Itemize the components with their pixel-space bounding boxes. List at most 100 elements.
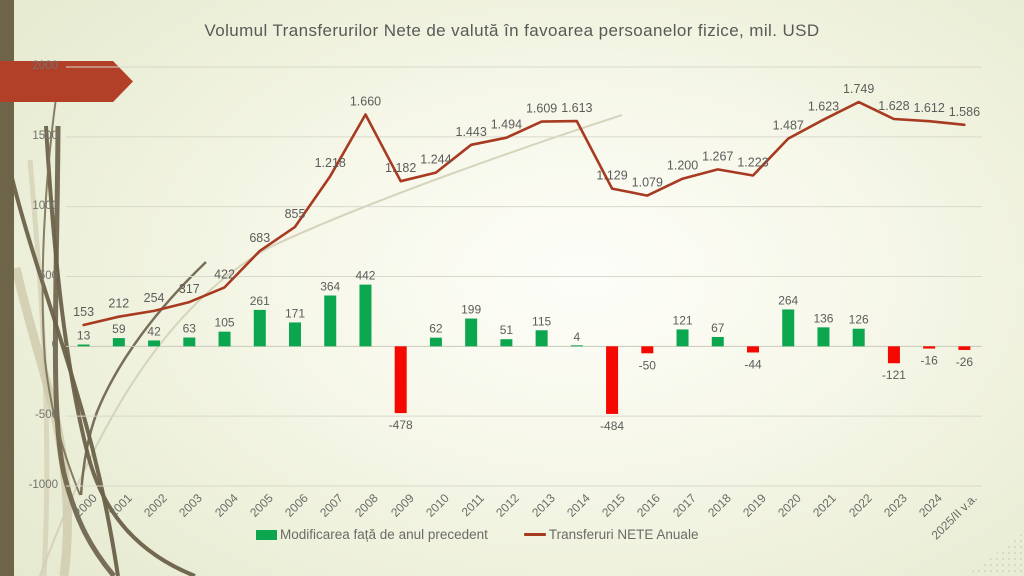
line-label-2018: 1.267 xyxy=(702,149,733,163)
bar-2004 xyxy=(218,331,231,347)
bar-2002 xyxy=(148,340,161,347)
line-label-2024: 1.612 xyxy=(914,101,945,115)
bar-2022 xyxy=(852,328,865,347)
bar-label-2003: 63 xyxy=(183,322,197,336)
bar-label-2008: 442 xyxy=(355,269,375,283)
bar-2001 xyxy=(112,338,125,347)
y-axis-tick-label: -1000 xyxy=(28,479,58,491)
bar-2011 xyxy=(465,318,478,347)
bar-label-2024: -16 xyxy=(920,354,938,368)
line-label-2014: 1.613 xyxy=(561,101,592,115)
legend-label-bars: Modificarea față de anul precedent xyxy=(280,527,488,542)
bar-label-2016: -50 xyxy=(639,358,657,372)
chart-title: Volumul Transferurilor Nete de valută în… xyxy=(204,21,820,40)
bar-2006 xyxy=(289,322,301,347)
bar-2005 xyxy=(253,309,266,347)
y-axis-tick-label: 1500 xyxy=(32,129,58,142)
line-label-2010: 1.244 xyxy=(420,153,451,167)
bar-label-2007: 364 xyxy=(320,279,340,293)
bar-label-2010: 62 xyxy=(429,322,443,336)
bar-2025/II v.a. xyxy=(958,346,971,350)
bar-label-2012: 51 xyxy=(500,323,514,337)
line-label-2023: 1.628 xyxy=(878,99,909,113)
bar-2013 xyxy=(535,330,548,347)
bar-label-2014: 4 xyxy=(574,330,581,344)
bar-label-2000: 13 xyxy=(77,329,91,343)
y-axis-tick-label: 0 xyxy=(51,339,58,352)
bar-2019 xyxy=(747,346,759,353)
bar-2008 xyxy=(359,284,372,347)
line-label-2002: 254 xyxy=(144,291,165,305)
line-label-2006: 855 xyxy=(285,207,306,221)
line-label-2008: 1.660 xyxy=(350,94,381,108)
line-label-2015: 1.129 xyxy=(596,169,627,183)
line-label-2022: 1.749 xyxy=(843,82,874,96)
line-label-2017: 1.200 xyxy=(667,159,698,173)
bar-label-2018: 67 xyxy=(711,321,725,335)
bar-2024 xyxy=(923,346,936,349)
line-label-2000: 153 xyxy=(73,305,94,319)
line-label-2004: 422 xyxy=(214,267,235,281)
line-label-2012: 1.494 xyxy=(491,118,522,132)
legend-label-line: Transferuri NETE Anuale xyxy=(548,527,699,542)
line-label-2001: 212 xyxy=(108,297,129,311)
bar-label-2001: 59 xyxy=(112,322,126,336)
bar-label-2009: -478 xyxy=(389,418,413,432)
bar-2017 xyxy=(676,329,689,347)
bar-2003 xyxy=(183,337,196,347)
bar-label-2022: 126 xyxy=(849,313,869,327)
bar-label-2005: 261 xyxy=(250,294,270,308)
y-axis-tick-label: -500 xyxy=(34,409,58,422)
legend-swatch-bar-icon xyxy=(256,529,277,540)
bar-label-2015: -484 xyxy=(600,419,624,433)
line-label-2011: 1.443 xyxy=(456,125,487,139)
y-axis-tick-label: 500 xyxy=(38,269,58,282)
bar-label-2006: 171 xyxy=(285,306,305,320)
legend-swatch-line-icon xyxy=(523,533,546,536)
bar-2010 xyxy=(429,337,442,347)
bar-2023 xyxy=(887,346,900,364)
bar-2009 xyxy=(394,346,407,414)
bar-label-2021: 136 xyxy=(813,311,833,325)
bar-2007 xyxy=(324,295,337,347)
line-label-2013: 1.609 xyxy=(526,102,557,116)
bar-label-2013: 115 xyxy=(532,314,551,328)
line-label-2005: 683 xyxy=(249,231,270,245)
bar-2014 xyxy=(570,345,583,347)
bar-2021 xyxy=(817,327,830,347)
legend-item-bars: Modificarea față de anul precedent xyxy=(256,527,488,542)
line-label-2019: 1.223 xyxy=(737,156,768,170)
chart-legend: Modificarea față de anul precedent Trans… xyxy=(256,527,698,542)
bar-label-2025/II v.a.: -26 xyxy=(956,355,974,369)
bar-label-2020: 264 xyxy=(778,293,798,307)
bar-2020 xyxy=(782,309,795,347)
line-label-2003: 317 xyxy=(179,282,200,296)
line-label-2020: 1.487 xyxy=(773,119,804,133)
bar-label-2023: -121 xyxy=(882,368,906,382)
line-label-2016: 1.079 xyxy=(632,176,663,190)
red-arrow-banner xyxy=(0,61,133,102)
bar-2015 xyxy=(606,346,619,414)
bar-2016 xyxy=(641,346,654,354)
legend-item-line: Transferuri NETE Anuale xyxy=(523,527,699,542)
bar-2012 xyxy=(500,339,513,347)
bar-label-2011: 199 xyxy=(461,303,481,317)
left-edge-strip xyxy=(0,0,14,576)
bar-2018 xyxy=(711,336,724,347)
bar-label-2004: 105 xyxy=(215,316,235,330)
y-axis-tick-label: 2000 xyxy=(32,60,58,72)
net-transfers-line xyxy=(82,100,966,327)
line-label-2021: 1.623 xyxy=(808,100,839,114)
bar-label-2017: 121 xyxy=(673,313,693,327)
y-axis-tick-label: 1000 xyxy=(32,199,58,212)
line-label-2009: 1.182 xyxy=(385,161,416,175)
line-label-2007: 1.218 xyxy=(315,156,346,170)
bar-label-2019: -44 xyxy=(744,357,762,371)
line-label-2025/II v.a.: 1.586 xyxy=(949,105,980,119)
bar-2000 xyxy=(77,344,90,347)
bar-label-2002: 42 xyxy=(147,324,161,338)
